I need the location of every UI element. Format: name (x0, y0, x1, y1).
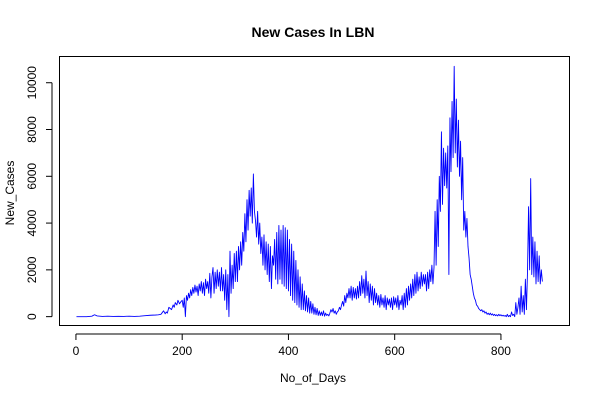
y-tick-label: 2000 (25, 256, 39, 283)
y-tick-label: 4000 (25, 209, 39, 236)
y-tick-label: 10000 (25, 66, 39, 100)
x-axis-label: No_of_Days (280, 371, 346, 385)
x-axis: 0 200 400 600 800 (73, 333, 511, 358)
x-tick-label: 400 (278, 344, 298, 358)
plot-area-frame (59, 56, 570, 326)
x-tick-label: 200 (172, 344, 192, 358)
series-layer (76, 65, 543, 318)
chart-title: New Cases In LBN (252, 24, 375, 40)
y-axis-label: New_Cases (3, 161, 17, 226)
y-tick-label: 8000 (25, 116, 39, 143)
y-axis: 0 2000 4000 6000 8000 10000 (25, 66, 53, 320)
x-tick-label: 0 (73, 344, 80, 358)
x-tick-label: 600 (385, 344, 405, 358)
x-tick-label: 800 (491, 344, 511, 358)
series-line (76, 65, 543, 318)
y-tick-label: 0 (25, 313, 39, 320)
y-tick-label: 6000 (25, 163, 39, 190)
